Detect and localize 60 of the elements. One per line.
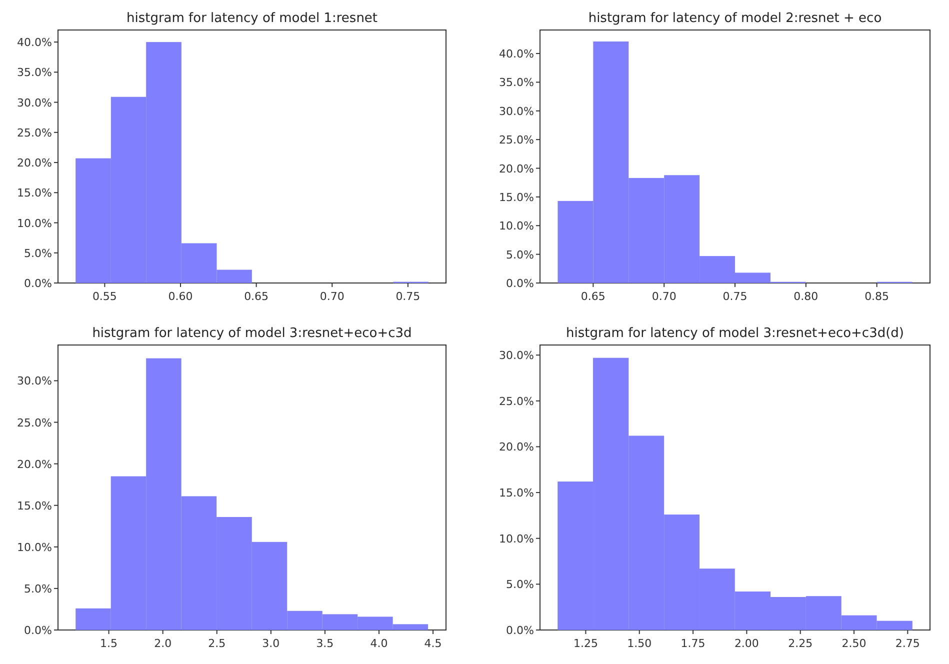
x-tick-label: 1.50 <box>627 637 652 650</box>
x-tick-label: 0.65 <box>244 290 269 303</box>
x-tick-label: 0.75 <box>722 290 748 303</box>
y-tick-label: 5.0% <box>506 248 534 262</box>
y-tick-label: 15.0% <box>17 499 52 512</box>
y-tick-label: 0.0% <box>506 624 534 637</box>
y-tick-label: 5.0% <box>24 246 52 260</box>
y-tick-label: 35.0% <box>17 66 52 80</box>
x-tick-label: 2.5 <box>208 637 226 650</box>
y-tick-label: 25.0% <box>17 126 52 140</box>
y-tick-label: 0.0% <box>506 277 534 290</box>
x-tick-label: 1.5 <box>100 637 118 650</box>
y-tick-label: 20.0% <box>17 458 52 471</box>
x-tick-label: 0.80 <box>794 290 818 303</box>
y-tick-label: 30.0% <box>499 104 534 118</box>
y-tick-label: 10.0% <box>17 540 52 554</box>
x-tick-label: 3.0 <box>262 637 280 650</box>
x-tick-label: 0.70 <box>652 290 676 303</box>
y-tick-label: 0.0% <box>24 277 52 290</box>
chart-title: histgram for latency of model 3:resnet+eco+c3d(d) <box>566 326 904 341</box>
y-tick-label: 30.0% <box>17 374 52 388</box>
x-tick-label: 0.55 <box>92 290 117 303</box>
x-tick-label: 2.75 <box>895 637 920 650</box>
y-tick-label: 25.0% <box>499 394 534 408</box>
y-tick-label: 40.0% <box>17 36 52 50</box>
chart-title: histgram for latency of model 1:resnet <box>126 11 378 26</box>
x-tick-label: 0.75 <box>396 290 420 303</box>
x-tick-label: 1.25 <box>573 637 598 650</box>
x-tick-label: 0.85 <box>864 290 890 303</box>
y-tick-label: 25.0% <box>17 416 52 430</box>
y-tick-label: 20.0% <box>17 156 52 170</box>
x-tick-label: 0.60 <box>168 290 193 303</box>
x-tick-label: 2.0 <box>154 637 172 650</box>
x-tick-label: 2.25 <box>788 637 813 650</box>
x-tick-label: 1.75 <box>680 637 706 650</box>
x-tick-label: 0.70 <box>320 290 344 303</box>
y-tick-label: 30.0% <box>17 96 52 110</box>
y-tick-label: 20.0% <box>499 440 534 454</box>
y-tick-label: 25.0% <box>499 134 534 147</box>
y-tick-label: 15.0% <box>499 190 534 204</box>
y-tick-label: 30.0% <box>499 349 534 362</box>
y-tick-label: 40.0% <box>499 48 534 61</box>
y-tick-label: 0.0% <box>24 624 52 637</box>
y-tick-label: 10.0% <box>17 216 52 230</box>
x-tick-label: 3.5 <box>316 637 334 650</box>
x-tick-label: 2.50 <box>842 637 866 650</box>
y-tick-label: 15.0% <box>499 486 534 500</box>
y-tick-label: 35.0% <box>499 76 534 90</box>
y-tick-label: 10.0% <box>499 532 534 546</box>
y-tick-label: 20.0% <box>499 162 534 176</box>
y-tick-label: 5.0% <box>24 582 52 596</box>
y-tick-label: 10.0% <box>499 220 534 233</box>
x-tick-label: 4.0 <box>370 637 388 650</box>
y-tick-label: 5.0% <box>506 578 534 592</box>
x-tick-label: 2.00 <box>734 637 759 650</box>
y-tick-label: 15.0% <box>17 186 52 200</box>
chart-title: histgram for latency of model 3:resnet+eco+c3d <box>92 326 412 341</box>
chart-title: histgram for latency of model 2:resnet + eco <box>588 11 882 26</box>
x-tick-label: 0.65 <box>580 290 606 303</box>
x-tick-label: 4.5 <box>424 637 442 650</box>
